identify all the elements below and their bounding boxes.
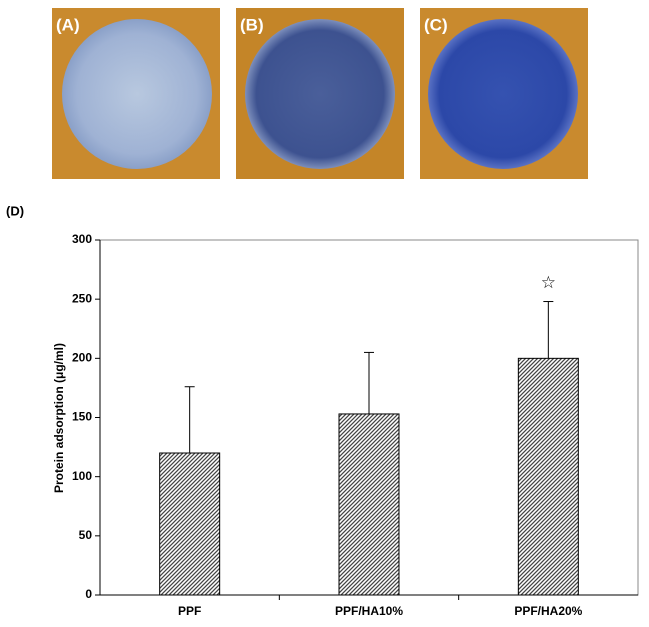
photo-b — [236, 8, 404, 179]
bar — [338, 413, 400, 596]
y-tick-label: 0 — [85, 587, 92, 601]
significance-marker: ☆ — [541, 273, 556, 292]
bar — [517, 357, 579, 596]
y-tick-label: 200 — [72, 351, 92, 365]
panel-label: (A) — [56, 15, 80, 34]
x-tick-label: PPF/HA20% — [514, 604, 582, 618]
y-tick-label: 100 — [72, 469, 92, 483]
panel-label: (B) — [240, 15, 264, 34]
photo-c — [420, 8, 588, 179]
panel-label: (C) — [424, 15, 448, 34]
photo-a — [52, 8, 220, 179]
panel-label: (D) — [6, 203, 24, 218]
x-tick-label: PPF/HA10% — [335, 604, 403, 618]
x-tick-label: PPF — [178, 604, 201, 618]
y-tick-label: 50 — [79, 528, 93, 542]
y-tick-label: 250 — [72, 291, 92, 305]
y-tick-label: 300 — [72, 232, 92, 246]
y-axis-label: Protein adsorption (μg/ml) — [52, 343, 66, 493]
y-tick-label: 150 — [72, 410, 92, 424]
bar — [159, 452, 221, 596]
